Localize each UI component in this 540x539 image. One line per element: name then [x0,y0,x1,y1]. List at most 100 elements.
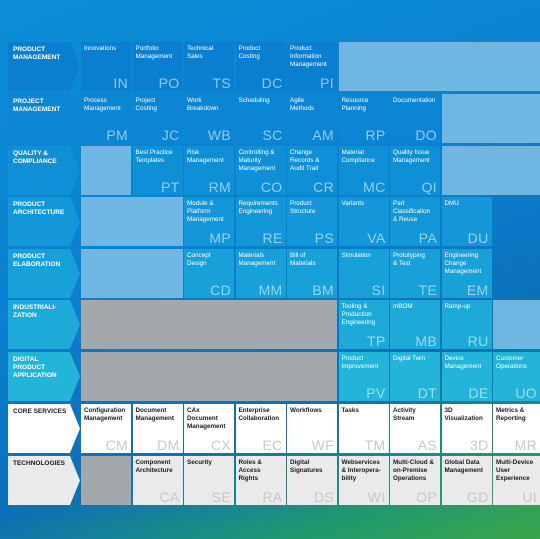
capability-tile-mc[interactable]: Material Compliance MC [338,146,389,195]
tile-abbreviation: RM [208,179,231,195]
capability-tile-rm[interactable]: Risk Management RM [184,146,234,195]
capability-tile-dt[interactable]: Digital Twin DT [390,352,440,401]
tile-name: Innovations [84,45,117,52]
tile-abbreviation: CD [210,282,231,298]
tile-name: Part Classification & Reuse [393,200,431,223]
tile-abbreviation: AM [312,127,334,143]
capability-tile-cd[interactable]: Concept Design CD [184,249,234,298]
tile-abbreviation: CM [105,437,128,453]
capability-tile-mp[interactable]: Module & Platform Management MP [184,197,234,246]
capability-tile-ps[interactable]: Product Structure PS [287,197,337,246]
tile-name: Configuration Management [84,407,126,422]
tile-abbreviation: MB [415,333,437,349]
capability-tile-wf[interactable]: Workflows WF [287,404,337,453]
capability-tile-du[interactable]: DMU DU [441,197,492,246]
capability-tile-am[interactable]: Agile Methods AM [287,94,337,143]
capability-tile-pm[interactable]: Process Management PM [81,94,131,143]
capability-tile-po[interactable]: Portfolio Management PO [132,42,183,91]
tile-abbreviation: SC [262,127,283,143]
row-label-pm: PRODUCT MANAGEMENT [8,42,80,91]
capability-tile-as[interactable]: Activity Stream AS [390,404,440,453]
capability-tile-tm[interactable]: Tasks TM [338,404,389,453]
empty-slot [441,146,540,195]
capability-tile-mm[interactable]: Materials Management MM [235,249,286,298]
capability-tile-3d[interactable]: 3D Visualization 3D [441,404,492,453]
capability-tile-ca[interactable]: Component Architecture CA [132,456,183,505]
tile-name: Webservices & Interopera- bility [341,459,381,482]
capability-tile-si[interactable]: Simulation SI [338,249,389,298]
capability-tile-rp[interactable]: Resource Planning RP [338,94,389,143]
capability-tile-ru[interactable]: Ramp-up RU [441,300,492,349]
capability-tile-wi[interactable]: Webservices & Interopera- bility WI [338,456,389,505]
tile-name: Bill of Materials [290,252,316,267]
tile-abbreviation: DO [415,127,437,143]
capability-tile-te[interactable]: Prototyping & Test TE [390,249,440,298]
tile-name: Tooling & Production Engineering [341,303,376,326]
capability-tile-em[interactable]: Engineering Change Management EM [441,249,492,298]
tile-name: Project Costing [135,97,157,112]
capability-tile-jc[interactable]: Project Costing JC [132,94,183,143]
capability-tile-re[interactable]: Requirements Engineering RE [235,197,286,246]
capability-tile-pv[interactable]: Product Improvement PV [338,352,389,401]
tile-abbreviation: SE [211,489,231,505]
tile-name: Change Records & Audit Trail [290,149,320,172]
tile-name: Component Architecture [135,459,173,474]
tile-name: Customer Operations [496,355,527,370]
capability-tile-pi[interactable]: Product Information Management PI [287,42,337,91]
empty-slot [81,197,183,246]
tile-abbreviation: CX [210,437,231,453]
capability-tile-sc[interactable]: Scheduling SC [235,94,286,143]
tile-name: Enterprise Collaboration [238,407,280,422]
tile-name: Module & Platform Management [187,200,224,223]
capability-tile-do[interactable]: Documentation DO [390,94,440,143]
capability-tile-va[interactable]: Variants VA [338,197,389,246]
capability-tile-cm[interactable]: Configuration Management CM [81,404,131,453]
capability-tile-ds[interactable]: Digital Signatures DS [287,456,337,505]
capability-tile-dm[interactable]: Document Management DM [132,404,183,453]
row-label-qc: QUALITY & COMPLIANCE [8,146,80,195]
capability-tile-qi[interactable]: Quality Issue Management QI [390,146,440,195]
capability-tile-mb[interactable]: mBOM MB [390,300,440,349]
capability-tile-ec[interactable]: Enterprise Collaboration EC [235,404,286,453]
tile-name: Workflows [290,407,322,414]
capability-tile-mr[interactable]: Metrics & Reporting MR [493,404,540,453]
tile-name: Product Structure [290,200,316,215]
row-label-pa: PRODUCT ARCHITECTURE [8,197,80,246]
tile-name: Agile Methods [290,97,315,112]
capability-tile-uo[interactable]: Customer Operations UO [493,352,540,401]
empty-slot [81,300,337,349]
capability-tile-tp[interactable]: Tooling & Production Engineering TP [338,300,389,349]
tile-name: Engineering Change Management [444,252,482,275]
tile-name: 3D Visualization [444,407,483,422]
tile-name: Controlling & Maturity Management [238,149,276,172]
capability-tile-pt[interactable]: Best Practice Templates PT [132,146,183,195]
capability-tile-ra[interactable]: Roles & Access Rights RA [235,456,286,505]
row-label-prj: PROJECT MANAGEMENT [8,94,80,143]
tile-abbreviation: UI [522,489,537,505]
tile-abbreviation: 3D [470,437,489,453]
tile-abbreviation: WI [367,489,386,505]
tile-abbreviation: PO [158,75,180,91]
tile-abbreviation: WB [207,127,231,143]
capability-tile-op[interactable]: Multi-Cloud & on-Premise Operations OP [390,456,440,505]
capability-tile-gd[interactable]: Global Data Management GD [441,456,492,505]
capability-tile-cx[interactable]: CAx Document Management CX [184,404,234,453]
capability-tile-co[interactable]: Controlling & Maturity Management CO [235,146,286,195]
capability-tile-se[interactable]: Security SE [184,456,234,505]
tile-abbreviation: SI [371,282,386,298]
capability-tile-in[interactable]: Innovations IN [81,42,131,91]
tile-abbreviation: CO [260,179,283,195]
capability-tile-wb[interactable]: Work Breakdown WB [184,94,234,143]
tile-name: Variants [341,200,365,207]
empty-slot [338,42,540,91]
capability-tile-ui[interactable]: Multi-Device User Experience UI [493,456,540,505]
tile-abbreviation: MM [258,282,283,298]
tile-abbreviation: RA [262,489,283,505]
capability-tile-dc[interactable]: Product Costing DC [235,42,286,91]
capability-tile-de[interactable]: Device Management DE [441,352,492,401]
capability-tile-ts[interactable]: Technical Sales TS [184,42,234,91]
tile-name: Product Improvement [341,355,379,370]
capability-tile-bm[interactable]: Bill of Materials BM [287,249,337,298]
capability-tile-cr[interactable]: Change Records & Audit Trail CR [287,146,337,195]
capability-tile-pa[interactable]: Part Classification & Reuse PA [390,197,440,246]
